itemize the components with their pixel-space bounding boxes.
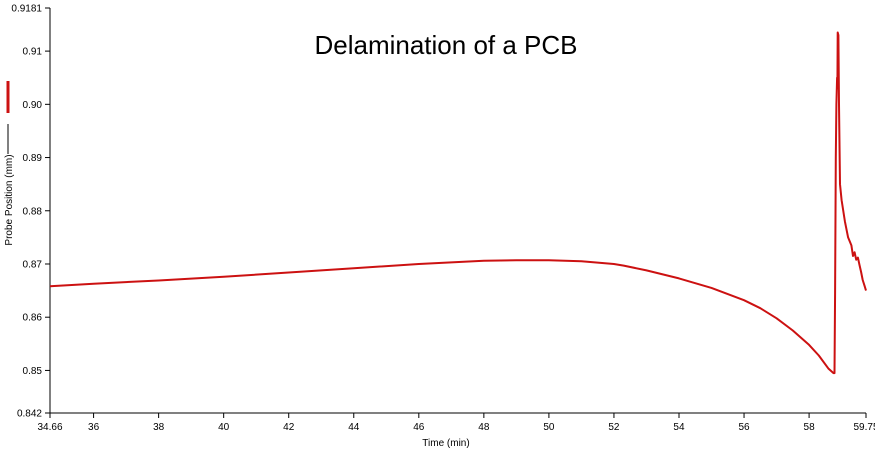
x-tick-label: 38: [153, 422, 165, 433]
x-tick-label: 36: [88, 422, 100, 433]
axes: [49, 8, 866, 414]
y-tick-label: 0.9181: [11, 4, 42, 15]
x-tick-label: 34.66: [37, 422, 62, 433]
x-tick-label: 40: [218, 422, 230, 433]
y-tick-label: 0.87: [23, 259, 43, 270]
y-tick-label: 0.85: [23, 366, 43, 377]
y-tick-label: 0.842: [17, 409, 42, 420]
x-tick-label: 46: [413, 422, 425, 433]
y-tick-label: 0.90: [23, 100, 43, 111]
x-tick-label: 56: [738, 422, 750, 433]
chart-title: Delamination of a PCB: [314, 30, 577, 60]
series-line: [49, 31, 867, 375]
series-layer: [49, 31, 867, 375]
x-tick-label: 54: [673, 422, 685, 433]
y-tick-label: 0.89: [23, 153, 43, 164]
y-tick-label: 0.88: [23, 206, 43, 217]
y-tick-label: 0.86: [23, 313, 43, 324]
x-tick-label: 59.75: [853, 422, 875, 433]
x-ticks: 34.66 36 38 40 42 44 46 48 50 52 54 56 58 59.75: [37, 413, 875, 433]
x-tick-label: 42: [283, 422, 295, 433]
x-tick-label: 44: [348, 422, 360, 433]
y-axis-title: Probe Position (mm): [4, 154, 15, 245]
y-ticks: 0.842 0.85 0.86 0.87 0.88 0.89 0.90 0.91 0.9181: [11, 4, 50, 420]
x-axis-title: Time (min): [422, 438, 469, 449]
x-tick-label: 50: [543, 422, 555, 433]
x-tick-label: 52: [608, 422, 620, 433]
y-tick-label: 0.91: [23, 47, 43, 58]
x-tick-label: 58: [804, 422, 816, 433]
x-tick-label: 48: [478, 422, 490, 433]
